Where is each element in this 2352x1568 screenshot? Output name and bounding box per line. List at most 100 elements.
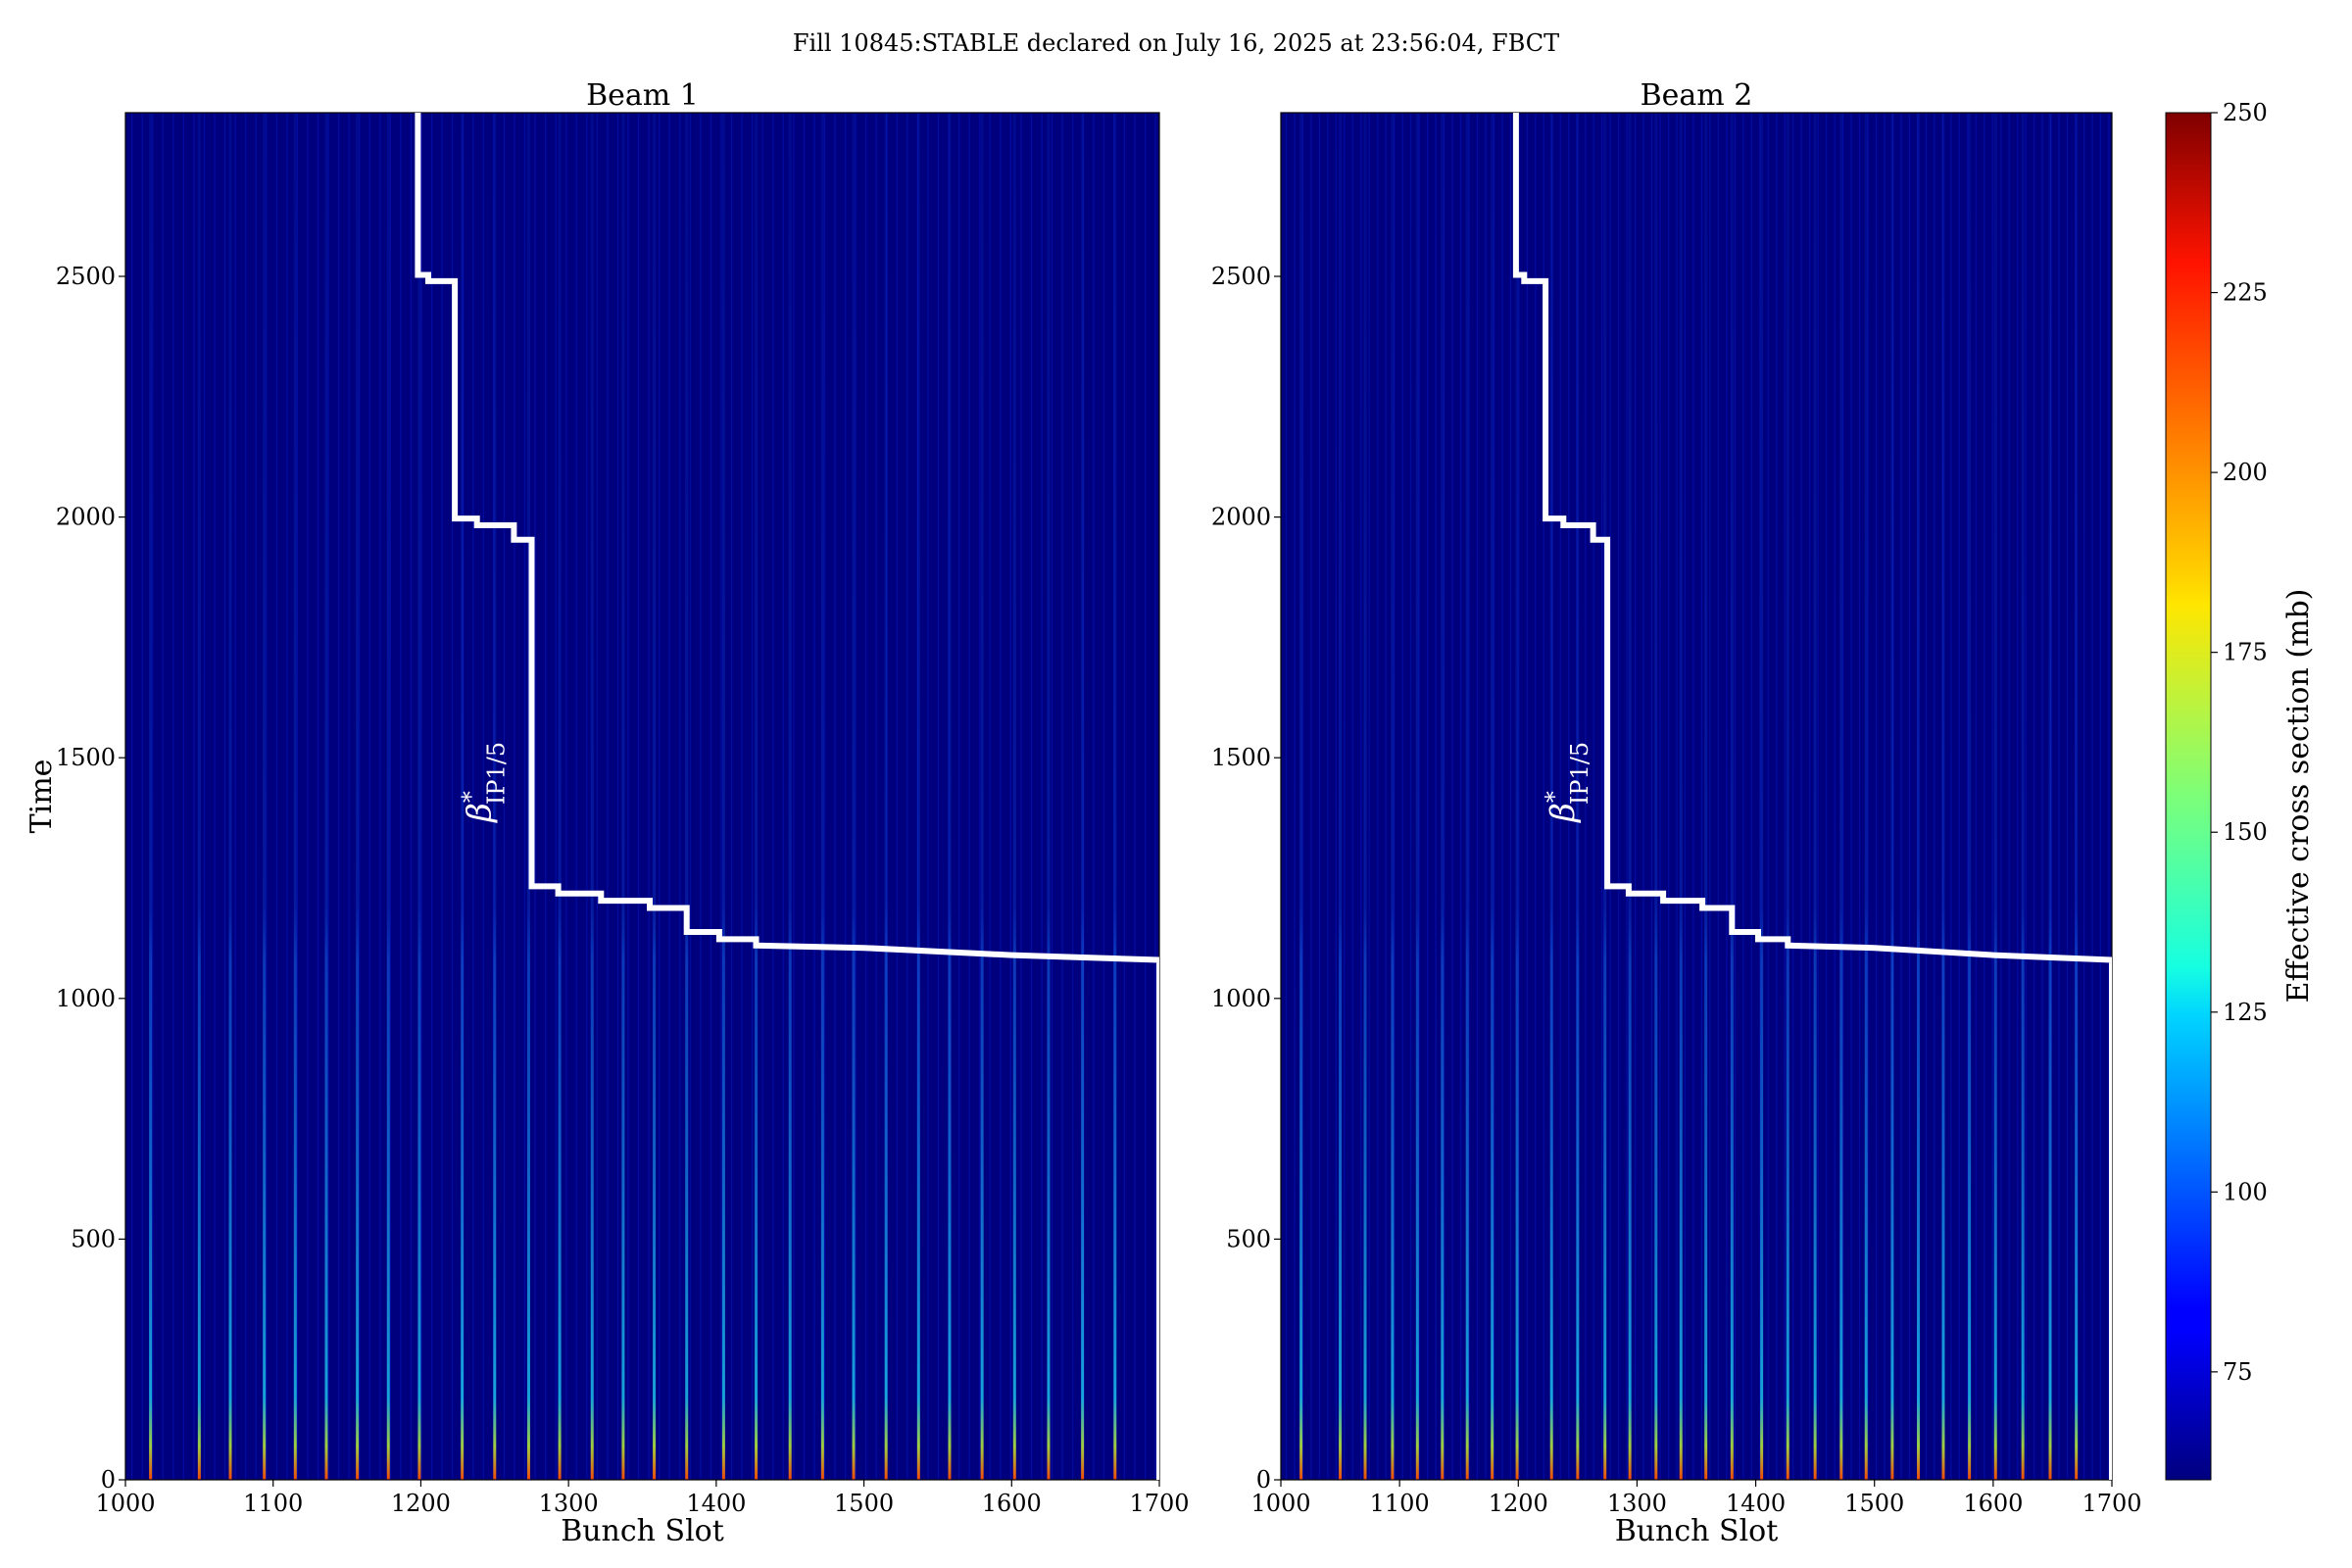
heatmap-column-faint [1967, 113, 1969, 1480]
heatmap-column-faint [545, 113, 547, 1480]
heatmap-column [1299, 113, 1303, 1480]
annotation-sup: * [1541, 791, 1568, 803]
heatmap-column-faint [1800, 113, 1802, 1480]
heatmap-column [1441, 113, 1445, 1480]
heatmap-column [1968, 113, 1972, 1480]
heatmap-column [197, 113, 201, 1480]
heatmap-column-faint [855, 113, 857, 1480]
heatmap-column [1113, 113, 1117, 1480]
heatmap-column [1576, 113, 1580, 1480]
heatmap-column-faint [162, 113, 164, 1480]
heatmap-column-faint [2091, 113, 2093, 1480]
heatmap-column [1654, 113, 1658, 1480]
heatmap-column-faint [1858, 113, 1861, 1480]
heatmap-column-faint [1301, 113, 1304, 1480]
heatmap-column-faint [772, 113, 774, 1480]
heatmap-column-faint [1726, 113, 1728, 1480]
heatmap-column-faint [152, 113, 154, 1480]
heatmap-column-faint [700, 113, 702, 1480]
heatmap-column [590, 113, 594, 1480]
heatmap-column [1391, 113, 1395, 1480]
heatmap-column-faint [937, 113, 940, 1480]
colorbar: 75 100 125 150 175 200 225 250 Effective cross … [2165, 99, 2316, 1481]
heatmap-column [685, 113, 689, 1480]
heatmap-column-faint [214, 113, 216, 1480]
heatmap-column-faint [648, 113, 650, 1480]
heatmap-column-faint [1626, 113, 1628, 1480]
heatmap-column [1465, 113, 1469, 1480]
heatmap-column-faint [979, 113, 981, 1480]
heatmap-column-faint [296, 113, 299, 1480]
beta-star-step-curve [1512, 113, 2112, 1480]
heatmap-column-faint [752, 113, 754, 1480]
colorbar-tick-label: 125 [2223, 999, 2268, 1026]
annotation-sup: * [457, 791, 484, 803]
heatmap-column-faint [2066, 113, 2069, 1480]
heatmap-column [558, 113, 562, 1480]
heatmap-column-faint [2041, 113, 2043, 1480]
heatmap-column-faint [1925, 113, 1928, 1480]
heatmap-column-faint [1093, 113, 1095, 1480]
colorbar-ticks: 75 100 125 150 175 200 225 250 [2211, 99, 2268, 1386]
heatmap-column-faint [1518, 113, 1520, 1480]
colorbar-gradient [2165, 112, 2212, 1481]
colorbar-tick-label: 175 [2223, 639, 2268, 666]
heatmap-column-faint [1817, 113, 1819, 1480]
heatmap-column-faint [1834, 113, 1836, 1480]
x-tick-label: 1200 [1489, 1490, 1548, 1517]
heatmap-column [653, 113, 657, 1480]
figure-title: Fill 10845:STABLE declared on July 16, 2… [793, 29, 1559, 57]
colorbar-tick-label: 150 [2223, 818, 2268, 846]
heatmap-column-faint [927, 113, 929, 1480]
heatmap-column-faint [523, 113, 526, 1480]
annotation-sub: IP1/5 [1566, 742, 1593, 805]
heatmap-column-faint [1784, 113, 1786, 1480]
heatmap-column-faint [865, 113, 867, 1480]
heatmap-column-faint [1585, 113, 1587, 1480]
heatmap-column-faint [1051, 113, 1054, 1480]
heatmap-column-faint [2108, 113, 2110, 1480]
x-tick-label: 1300 [539, 1490, 599, 1517]
x-tick-label: 1700 [2082, 1490, 2141, 1517]
heatmap-column-faint [720, 113, 722, 1480]
heatmap-column [1704, 113, 1708, 1480]
y-tick-label: 2500 [56, 263, 116, 290]
x-axis-label: Bunch Slot [561, 1514, 724, 1548]
heatmap-column-faint [1642, 113, 1644, 1480]
heatmap-column-faint [1041, 113, 1043, 1480]
heatmap-column-faint [1377, 113, 1379, 1480]
heatmap-column-faint [359, 113, 361, 1480]
heatmap-column-faint [875, 113, 877, 1480]
heatmap-column [1549, 113, 1553, 1480]
plot-frame [124, 112, 1160, 1481]
heatmap-column-faint [503, 113, 506, 1480]
heatmap-column-faint [1459, 113, 1462, 1480]
heatmap-column [417, 113, 421, 1480]
heatmap-column-faint [234, 113, 236, 1480]
heatmap-column [980, 113, 984, 1480]
heatmap-column-faint [565, 113, 567, 1480]
heatmap-cells [131, 113, 1156, 1480]
heatmap-column-faint [1368, 113, 1370, 1480]
heatmap-column-faint [1650, 113, 1653, 1480]
colorbar-tick-label: 250 [2223, 99, 2268, 126]
heatmap-column [948, 113, 952, 1480]
heatmap-column-faint [193, 113, 195, 1480]
heatmap-column-faint [255, 113, 257, 1480]
heatmap-column-faint [2099, 113, 2102, 1480]
heatmap-column-faint [131, 113, 133, 1480]
heatmap-column [1941, 113, 1945, 1480]
heatmap-column-faint [452, 113, 454, 1480]
heatmap-column-faint [616, 113, 619, 1480]
heatmap-column-faint [1335, 113, 1337, 1480]
heatmap-column-faint [482, 113, 484, 1480]
heatmap-column-faint [1609, 113, 1611, 1480]
heatmap-column-faint [420, 113, 422, 1480]
heatmap-column-faint [637, 113, 640, 1480]
heatmap-column-faint [1318, 113, 1320, 1480]
heatmap-column-faint [1401, 113, 1403, 1480]
panel-title: Beam 1 [586, 78, 699, 113]
heatmap-column-faint [1144, 113, 1147, 1480]
heatmap-column-faint [1867, 113, 1869, 1480]
y-tick-label: 1000 [56, 985, 116, 1012]
